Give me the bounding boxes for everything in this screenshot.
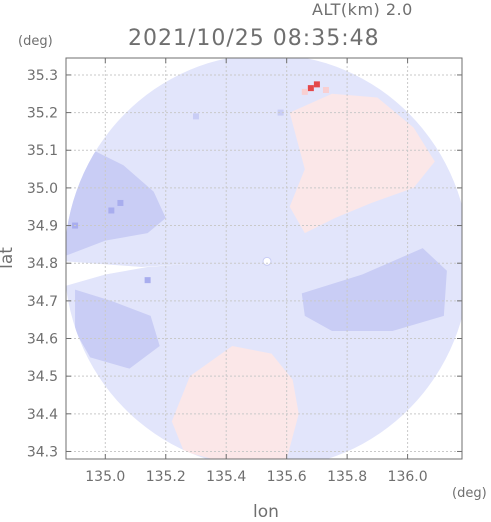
y-tick-label: 35.1: [27, 143, 58, 159]
y-tick-label: 35.0: [27, 181, 58, 197]
y-tick-label: 34.3: [27, 444, 58, 460]
west-negative-region: [66, 150, 166, 256]
x-tick-label: 135.0: [85, 469, 125, 485]
x-tick-label: 135.6: [267, 469, 307, 485]
plot-frame: [65, 57, 463, 460]
x-tick-label: 136.0: [388, 469, 428, 485]
y-axis-unit: (deg): [18, 34, 53, 49]
echo-speckle: [144, 277, 151, 284]
y-tick-label: 34.4: [27, 407, 58, 423]
y-tick-label: 34.5: [27, 369, 58, 385]
northeast-positive-region: [289, 93, 435, 234]
echo-speckle: [322, 87, 329, 94]
radar-site-marker: [262, 256, 272, 266]
timestamp-title: 2021/10/25 08:35:48: [128, 26, 380, 51]
y-tick-label: 34.8: [27, 256, 58, 272]
x-axis-unit: (deg): [452, 486, 487, 501]
x-axis-label: lon: [253, 502, 279, 522]
radar-field: [66, 58, 462, 459]
grid-lines: [66, 58, 462, 459]
southwest-negative-region: [75, 289, 160, 369]
axis-ticks: 135.0 135.2 135.4 135.6 135.8 136.0 34.3 34.4 34…: [27, 58, 462, 485]
y-tick-label: 35.3: [27, 68, 58, 84]
echo-speckle: [307, 85, 314, 92]
echo-speckle: [192, 113, 199, 120]
beam-blockage: [66, 261, 196, 286]
y-tick-label: 34.9: [27, 219, 58, 235]
echo-speckle: [117, 199, 124, 206]
altitude-label: ALT(km) 2.0: [312, 0, 413, 19]
y-tick-label: 35.2: [27, 106, 58, 122]
echo-speckle: [301, 88, 308, 95]
east-negative-region: [301, 248, 447, 331]
echo-speckle: [277, 109, 284, 116]
echo-speckle: [108, 207, 115, 214]
x-tick-label: 135.8: [327, 469, 367, 485]
x-tick-label: 135.4: [206, 469, 246, 485]
y-tick-label: 34.7: [27, 294, 58, 310]
echo-speckle: [313, 81, 320, 88]
y-tick-label: 34.6: [27, 332, 58, 348]
x-tick-label: 135.2: [146, 469, 186, 485]
